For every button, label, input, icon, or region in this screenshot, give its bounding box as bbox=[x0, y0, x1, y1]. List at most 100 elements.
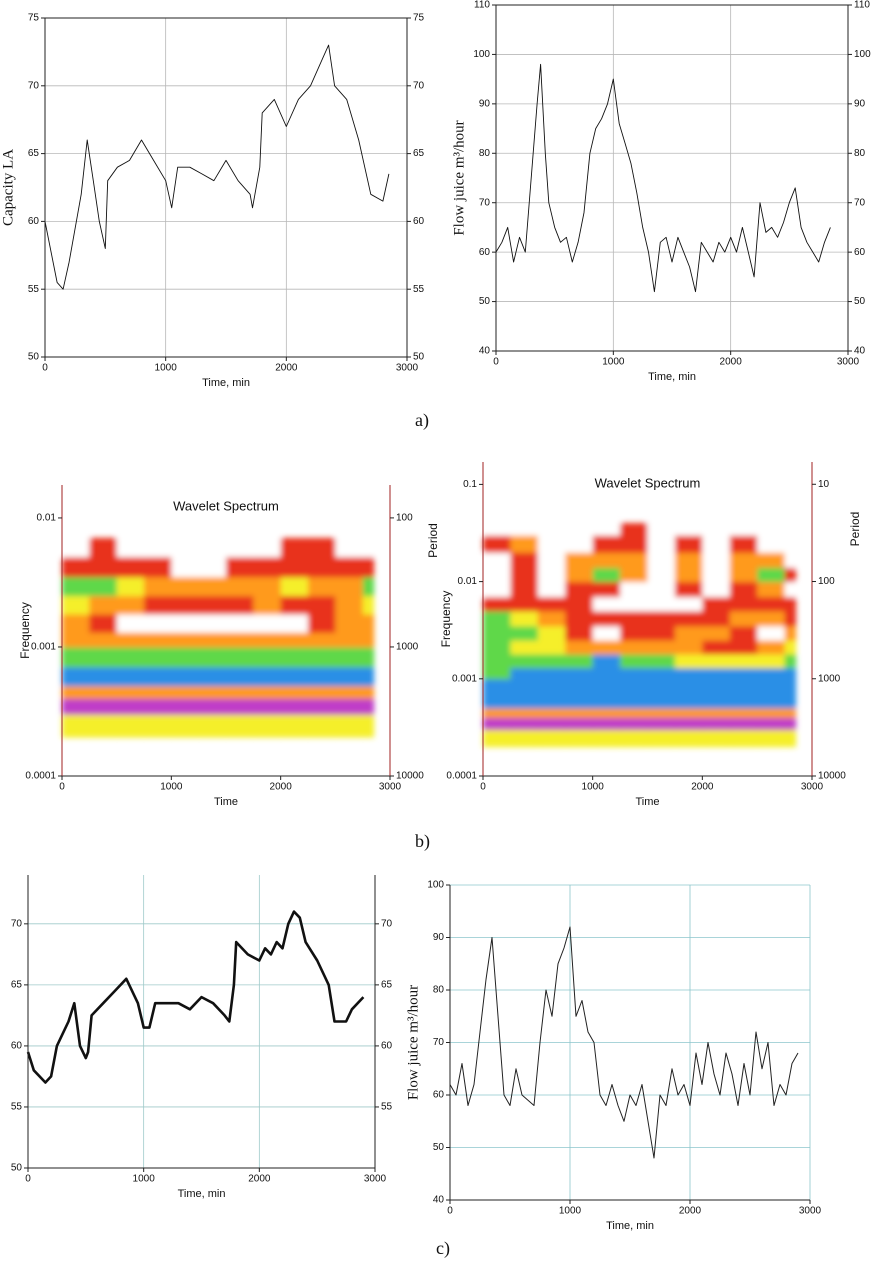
x-tick-label: 3000 bbox=[799, 1206, 822, 1217]
spectrum-cell bbox=[362, 537, 375, 558]
y-tick-label: 0.001 bbox=[452, 673, 477, 684]
spectrum-cell bbox=[784, 535, 797, 553]
spectrum-cell bbox=[647, 567, 676, 583]
spectrum-cell bbox=[565, 693, 594, 709]
spectrum-cell bbox=[171, 685, 200, 699]
spectrum-cell bbox=[335, 646, 364, 668]
spectrum-cell bbox=[62, 556, 90, 578]
spectrum-cell bbox=[537, 552, 566, 568]
x-tick-label: 2000 bbox=[720, 357, 743, 368]
spectrum-cell bbox=[647, 596, 676, 612]
spectrum-cell bbox=[757, 693, 786, 709]
y2-tick-label: 60 bbox=[854, 247, 866, 258]
spectrum-cell bbox=[647, 523, 676, 536]
spectrum-cell bbox=[144, 646, 172, 668]
spectrum-cell bbox=[620, 567, 648, 583]
x-tick-label: 2000 bbox=[248, 1174, 271, 1185]
spectrum-cell bbox=[784, 708, 797, 718]
x-tick-label: 0 bbox=[480, 782, 486, 793]
x-tick-label: 1000 bbox=[160, 782, 183, 793]
spectrum-cell bbox=[757, 729, 786, 748]
y-tick-label: 75 bbox=[28, 13, 40, 24]
spectrum-cell bbox=[757, 535, 786, 553]
spectrum-cell bbox=[729, 581, 758, 598]
y2-tick-label: 65 bbox=[413, 148, 425, 159]
spectrum-cell bbox=[62, 632, 90, 648]
spectrum-cell bbox=[537, 693, 566, 709]
spectrum-cell bbox=[674, 667, 703, 680]
y2-tick-label: 70 bbox=[413, 80, 425, 91]
spectrum-cell bbox=[729, 610, 758, 627]
spectrum-cell bbox=[784, 596, 797, 612]
spectrum-cell bbox=[784, 653, 797, 669]
spectrum-cell bbox=[757, 708, 786, 718]
spectrum-cell bbox=[362, 714, 375, 738]
spectrum-cell bbox=[674, 596, 703, 612]
spectrum-cell bbox=[335, 614, 364, 633]
chart-title: Wavelet Spectrum bbox=[595, 475, 701, 490]
spectrum-cell bbox=[674, 567, 703, 583]
spectrum-cell bbox=[620, 678, 648, 695]
spectrum-cell bbox=[144, 714, 172, 738]
spectrum-cell bbox=[757, 667, 786, 680]
spectrum-cell bbox=[198, 595, 227, 615]
spectrum-cell bbox=[565, 596, 594, 612]
spectrum-cell bbox=[757, 610, 786, 627]
spectrum-cell bbox=[483, 552, 511, 568]
spectrum-cell bbox=[280, 595, 309, 615]
spectrum-cell bbox=[253, 646, 282, 668]
spectrum-cell bbox=[362, 614, 375, 633]
x-tick-label: 1000 bbox=[602, 357, 625, 368]
spectrum-cell bbox=[62, 666, 90, 687]
spectrum-cell bbox=[253, 595, 282, 615]
spectrum-cell bbox=[510, 640, 539, 655]
x-axis-title: Time, min bbox=[606, 1220, 654, 1232]
y2-tick-label: 55 bbox=[381, 1102, 393, 1113]
spectrum-cell bbox=[565, 610, 594, 627]
spectrum-cell bbox=[144, 537, 172, 558]
spectrum-cell bbox=[702, 717, 731, 731]
y2-tick-label: 60 bbox=[413, 216, 425, 227]
y2-tick-label: 1000 bbox=[396, 642, 419, 653]
spectrum-cell bbox=[620, 640, 648, 655]
spectrum-cell bbox=[592, 653, 621, 669]
spectrum-cell bbox=[702, 678, 731, 695]
spectrum-cell bbox=[62, 714, 90, 738]
spectrum-cell bbox=[144, 595, 172, 615]
spectrum-cell bbox=[647, 729, 676, 748]
spectrum-cell bbox=[253, 666, 282, 687]
spectrum-cell bbox=[729, 596, 758, 612]
spectrum-cell bbox=[253, 698, 282, 715]
spectrum-cell bbox=[565, 678, 594, 695]
spectrum-cell bbox=[620, 610, 648, 627]
spectrum-cell bbox=[226, 576, 254, 597]
spectrum-cell bbox=[62, 537, 90, 558]
spectrum-cell bbox=[483, 640, 511, 655]
y2-tick-label: 10000 bbox=[396, 771, 424, 782]
spectrum-cell bbox=[674, 653, 703, 669]
y-tick-label: 70 bbox=[28, 80, 40, 91]
spectrum-cell bbox=[198, 632, 227, 648]
spectrum-cell bbox=[335, 595, 364, 615]
spectrum-cell bbox=[171, 698, 200, 715]
y-tick-label: 0.01 bbox=[37, 513, 57, 524]
spectrum-cell bbox=[510, 708, 539, 718]
spectrum-cell bbox=[89, 614, 118, 633]
y2-tick-label: 100 bbox=[854, 49, 871, 60]
spectrum-cell bbox=[647, 552, 676, 568]
y2-tick-label: 10 bbox=[818, 479, 830, 490]
spectrum-cell bbox=[702, 667, 731, 680]
spectrum-cell bbox=[537, 581, 566, 598]
spectrum-cell bbox=[757, 640, 786, 655]
spectrum-cell bbox=[253, 614, 282, 633]
x-tick-label: 1000 bbox=[133, 1174, 156, 1185]
spectrum-cell bbox=[702, 552, 731, 568]
spectrum-cell bbox=[144, 556, 172, 578]
y-tick-label: 90 bbox=[479, 98, 491, 109]
spectrum-cell bbox=[537, 610, 566, 627]
spectrum-cell bbox=[729, 678, 758, 695]
spectrum-cell bbox=[674, 640, 703, 655]
spectrum-cell bbox=[280, 576, 309, 597]
spectrum-cell bbox=[674, 535, 703, 553]
spectrum-cell bbox=[702, 581, 731, 598]
